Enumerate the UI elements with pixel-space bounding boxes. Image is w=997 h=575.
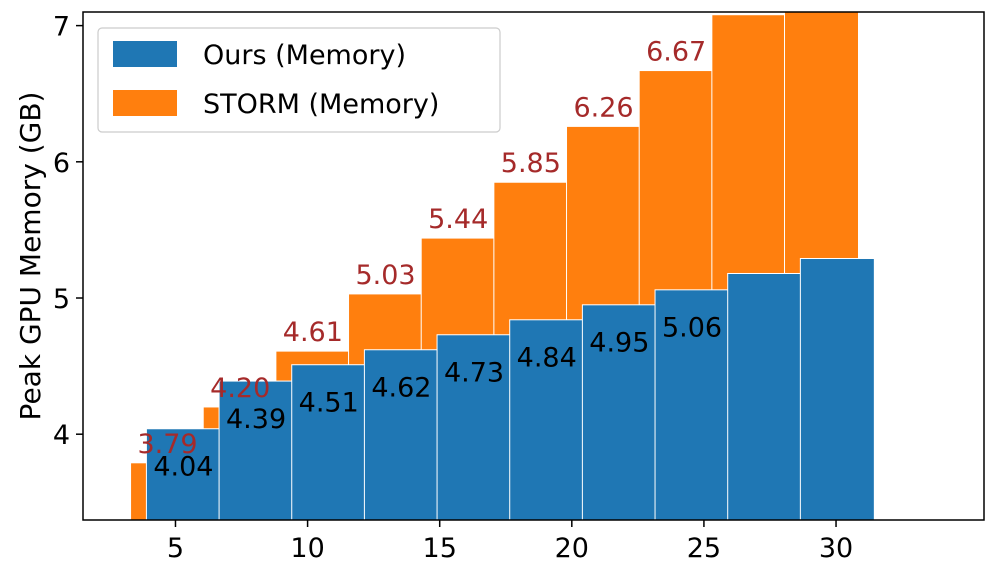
ours-bar-7 [654, 289, 730, 520]
ours-value-label-3: 4.62 [371, 373, 431, 404]
legend-box [97, 27, 501, 133]
ours-bar-9 [799, 258, 875, 520]
legend-swatch-ours [113, 41, 177, 67]
x-tick-label-2: 15 [423, 533, 457, 564]
ours-bar-5 [509, 319, 585, 520]
storm-value-label-1: 4.20 [210, 373, 270, 404]
ours-bar-4 [436, 334, 512, 520]
ours-bar-6 [581, 304, 657, 520]
y-tick-label-1: 5 [53, 284, 70, 315]
storm-value-label-7: 6.67 [646, 37, 706, 68]
y-tick-label-2: 6 [53, 148, 70, 179]
plot-frame [82, 11, 985, 521]
ours-bar-1 [218, 380, 294, 520]
value-labels: 3.79 4.20 4.61 5.03 5.44 5.85 6.26 6.67 4.04 4.39… [137, 37, 722, 483]
legend-label-storm: STORM (Memory) [203, 89, 439, 120]
y-tick-label-0: 4 [53, 420, 70, 451]
y-tick-label-3: 7 [53, 12, 70, 43]
storm-value-label-4: 5.44 [428, 204, 488, 235]
ours-value-label-1: 4.39 [226, 404, 286, 435]
storm-value-label-3: 5.03 [355, 260, 415, 291]
ours-value-label-6: 4.95 [589, 328, 649, 359]
ours-bar-3 [363, 349, 439, 520]
storm-value-label-0: 3.79 [137, 429, 197, 460]
ours-value-label-5: 4.84 [517, 343, 577, 374]
storm-value-label-5: 5.85 [501, 148, 561, 179]
x-tick-label-0: 5 [167, 533, 184, 564]
storm-value-label-2: 4.61 [283, 317, 343, 348]
ours-value-label-7: 5.06 [662, 313, 722, 344]
ours-value-label-2: 4.51 [299, 388, 359, 419]
ours-bar-0 [145, 428, 221, 520]
storm-value-label-6: 6.26 [573, 92, 633, 123]
x-tick-label-5: 30 [819, 533, 853, 564]
legend: Ours (Memory) STORM (Memory) [97, 27, 501, 133]
ours-value-label-4: 4.73 [444, 358, 504, 389]
ours-bar-2 [291, 364, 367, 520]
legend-label-ours: Ours (Memory) [203, 40, 406, 71]
ours-bars [145, 258, 875, 520]
y-axis-label: Peak GPU Memory (GB) [14, 92, 47, 421]
y-axis: 4 5 6 7 [53, 12, 83, 451]
x-axis: 5 10 15 20 25 30 [167, 520, 853, 564]
legend-swatch-storm [113, 90, 177, 116]
ours-value-label-0: 4.04 [153, 452, 213, 483]
x-tick-label-4: 25 [687, 533, 721, 564]
x-tick-label-1: 10 [290, 533, 324, 564]
x-tick-label-3: 20 [555, 533, 589, 564]
ours-bar-8 [727, 272, 803, 520]
